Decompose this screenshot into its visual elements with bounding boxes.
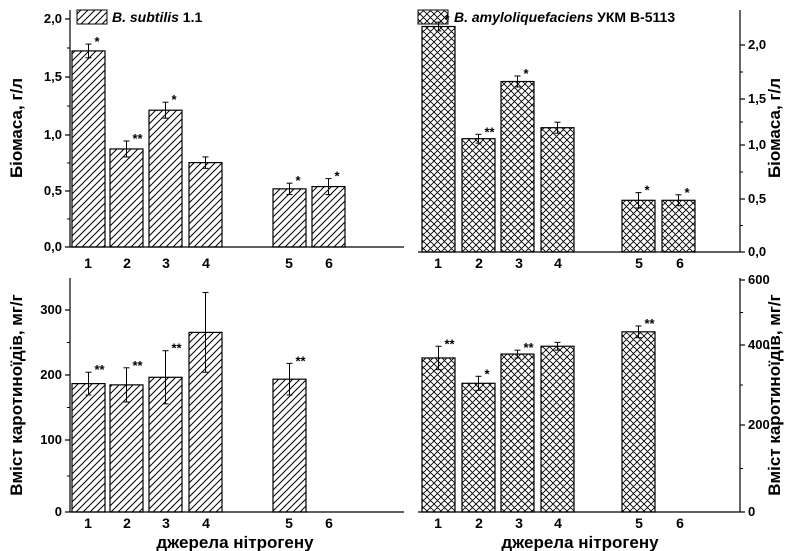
x-tick-label: 3 bbox=[515, 515, 523, 531]
y-tick-label: 600 bbox=[748, 272, 770, 287]
x-tick-label: 6 bbox=[325, 255, 333, 271]
bar bbox=[71, 383, 106, 513]
significance-mark: ** bbox=[485, 124, 496, 139]
bar bbox=[148, 109, 183, 248]
x-tick-label: 3 bbox=[515, 255, 523, 271]
significance-mark: * bbox=[172, 92, 178, 107]
y-tick-label: 300 bbox=[40, 302, 62, 317]
bar bbox=[71, 50, 106, 248]
significance-mark: ** bbox=[296, 353, 307, 368]
y-tick-label: 200 bbox=[748, 417, 770, 432]
y-tick-label: 1,5 bbox=[748, 91, 766, 106]
x-tick-label: 5 bbox=[635, 255, 643, 271]
y-tick-label: 400 bbox=[748, 337, 770, 352]
x-tick-label: 1 bbox=[434, 515, 442, 531]
bar bbox=[461, 138, 496, 253]
significance-mark: * bbox=[645, 183, 651, 198]
significance-mark: ** bbox=[645, 316, 656, 331]
bar bbox=[621, 331, 656, 513]
bar bbox=[272, 378, 307, 513]
bar bbox=[661, 199, 696, 253]
bar bbox=[421, 357, 456, 513]
y-tick-label: 0 bbox=[748, 504, 755, 519]
significance-mark: ** bbox=[172, 341, 183, 356]
y-axis-label: Вміст каротиноїдів, мг/г bbox=[765, 294, 784, 495]
legend-label: B. subtilis 1.1 bbox=[112, 9, 202, 25]
y-tick-label: 200 bbox=[40, 367, 62, 382]
significance-mark: ** bbox=[133, 358, 144, 373]
significance-mark: * bbox=[296, 173, 302, 188]
bar bbox=[272, 188, 307, 248]
chart-panel-bottom-left: 0 100 200 300 Вміст каротиноїдів, мг/г 1 2 3 4 5 6… bbox=[7, 278, 404, 551]
bar bbox=[500, 80, 535, 253]
y-axis-label: Біомаса, г/л bbox=[7, 78, 26, 178]
significance-mark: * bbox=[95, 34, 101, 49]
significance-mark: * bbox=[485, 366, 491, 381]
y-tick-label: 0,5 bbox=[748, 191, 766, 206]
legend: B. subtilis 1.1 bbox=[76, 9, 202, 25]
x-tick-label: 4 bbox=[202, 515, 210, 531]
x-tick-label: 1 bbox=[434, 255, 442, 271]
x-tick-label: 4 bbox=[554, 255, 562, 271]
x-tick-label: 2 bbox=[475, 515, 483, 531]
y-tick-label: 100 bbox=[40, 432, 62, 447]
significance-mark: * bbox=[685, 185, 691, 200]
y-tick-label: 1,0 bbox=[44, 127, 62, 142]
x-axis-label: джерела нітрогену bbox=[501, 533, 659, 551]
x-tick-label: 6 bbox=[676, 255, 684, 271]
x-tick-label: 3 bbox=[162, 255, 170, 271]
bar bbox=[540, 127, 575, 253]
y-tick-label: 0,0 bbox=[44, 239, 62, 254]
y-tick-label: 1,0 bbox=[748, 137, 766, 152]
x-tick-label: 5 bbox=[285, 255, 293, 271]
bar bbox=[188, 162, 223, 248]
significance-mark: ** bbox=[445, 336, 456, 351]
bar bbox=[109, 148, 144, 248]
bar bbox=[109, 384, 144, 513]
x-tick-label: 2 bbox=[123, 255, 131, 271]
y-axis-label: Біомаса, г/л bbox=[765, 78, 784, 178]
bar bbox=[311, 185, 346, 248]
y-tick-label: 0,5 bbox=[44, 183, 62, 198]
x-tick-label: 4 bbox=[554, 515, 562, 531]
bar bbox=[500, 353, 535, 513]
x-tick-label: 2 bbox=[123, 515, 131, 531]
chart-panel-bottom-right: 0 200 400 600 Вміст каротиноїдів, мг/г 1 2 3 4 5 6… bbox=[418, 272, 784, 551]
x-tick-label: 6 bbox=[676, 515, 684, 531]
x-tick-label: 5 bbox=[285, 515, 293, 531]
x-tick-label: 5 bbox=[635, 515, 643, 531]
bar bbox=[540, 345, 575, 513]
y-tick-label: 1,5 bbox=[44, 69, 62, 84]
legend-swatch bbox=[417, 9, 449, 25]
y-tick-label: 0,0 bbox=[748, 244, 766, 259]
significance-mark: * bbox=[335, 169, 341, 184]
x-tick-label: 6 bbox=[325, 515, 333, 531]
significance-mark: ** bbox=[95, 362, 106, 377]
x-tick-label: 4 bbox=[202, 255, 210, 271]
legend-label: B. amyloliquefaciens УКМ В-5113 bbox=[454, 9, 675, 25]
legend-swatch bbox=[76, 9, 108, 25]
x-axis-label: джерела нітрогену bbox=[156, 533, 314, 551]
y-tick-label: 0 bbox=[55, 504, 62, 519]
significance-mark: ** bbox=[133, 131, 144, 146]
legend: B. amyloliquefaciens УКМ В-5113 bbox=[417, 9, 675, 25]
y-tick-label: 2,0 bbox=[748, 37, 766, 52]
x-tick-label: 3 bbox=[162, 515, 170, 531]
y-tick-label: 2,0 bbox=[44, 11, 62, 26]
x-tick-label: 1 bbox=[84, 255, 92, 271]
significance-mark: ** bbox=[524, 340, 535, 355]
bar bbox=[461, 382, 496, 513]
significance-mark: * bbox=[524, 66, 530, 81]
x-tick-label: 1 bbox=[84, 515, 92, 531]
bar bbox=[421, 25, 456, 253]
x-tick-label: 2 bbox=[475, 255, 483, 271]
y-axis-label: Вміст каротиноїдів, мг/г bbox=[7, 294, 26, 495]
